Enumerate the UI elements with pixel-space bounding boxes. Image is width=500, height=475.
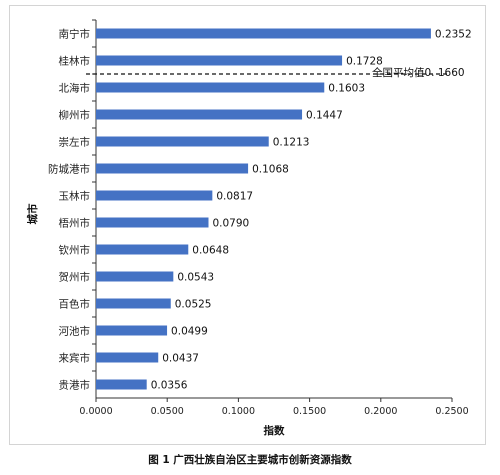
- category-label: 南宁市: [59, 28, 91, 41]
- value-label: 0.1603: [328, 83, 365, 95]
- value-label: 0.1447: [306, 110, 343, 122]
- category-label: 桂林市: [59, 55, 91, 68]
- category-label: 北海市: [59, 82, 91, 95]
- category-label: 百色市: [59, 298, 91, 311]
- x-tick-label: 0.0500: [151, 406, 184, 417]
- category-label: 来宾市: [59, 352, 91, 365]
- value-label: 0.0790: [212, 218, 249, 230]
- bar-3: [96, 82, 325, 93]
- category-label: 贺州市: [59, 271, 91, 284]
- category-labels: 南宁市桂林市北海市柳州市崇左市防城港市玉林市梧州市钦州市贺州市百色市河池市来宾市…: [48, 19, 96, 392]
- x-tick-label: 0.0000: [79, 406, 112, 417]
- category-label: 崇左市: [59, 136, 91, 149]
- value-label: 0.0648: [192, 245, 229, 257]
- category-label: 河池市: [59, 325, 91, 338]
- bar-13: [96, 352, 159, 363]
- x-tick-label: 0.2500: [435, 406, 468, 417]
- bar-chart: 南宁市桂林市北海市柳州市崇左市防城港市玉林市梧州市钦州市贺州市百色市河池市来宾市…: [26, 19, 472, 437]
- value-labels: 0.2352 0.1728 0.1603 0.1447 0.1213 0.1068 0.08…: [151, 29, 472, 392]
- value-label: 0.0817: [216, 191, 253, 203]
- bar-8: [96, 217, 209, 228]
- bar-12: [96, 325, 168, 336]
- x-tick-label: 0.2000: [364, 406, 397, 417]
- value-label: 0.0437: [162, 353, 199, 365]
- bar-1: [96, 28, 431, 39]
- bar-9: [96, 244, 189, 255]
- bar-11: [96, 298, 171, 309]
- value-label: 0.1213: [273, 137, 310, 149]
- bar-4: [96, 109, 303, 120]
- value-label: 0.0525: [175, 299, 212, 311]
- value-label: 0.0543: [177, 272, 214, 284]
- bar-6: [96, 163, 249, 174]
- category-label: 贵港市: [59, 379, 91, 392]
- bar-5: [96, 136, 269, 147]
- bar-2: [96, 55, 343, 66]
- value-label: 0.0356: [151, 380, 188, 392]
- figure-caption: 图 1 广西壮族自治区主要城市创新资源指数: [148, 454, 352, 466]
- category-label: 防城港市: [48, 163, 90, 176]
- chart-frame: [9, 5, 486, 445]
- x-ticks: 0.0000 0.0500 0.1000 0.1500 0.2000 0.2500: [79, 398, 469, 417]
- y-axis-title: 城市: [26, 203, 39, 224]
- category-label: 玉林市: [59, 190, 91, 203]
- category-label: 柳州市: [59, 109, 91, 122]
- category-label: 梧州市: [59, 217, 91, 230]
- value-label: 0.0499: [171, 326, 208, 338]
- bar-7: [96, 190, 213, 201]
- bar-10: [96, 271, 174, 282]
- value-label: 0.1068: [252, 164, 289, 176]
- bars-group: [96, 28, 431, 390]
- value-label: 0.2352: [435, 29, 472, 41]
- x-axis-title: 指数: [264, 424, 285, 437]
- x-tick-label: 0.1000: [222, 406, 255, 417]
- value-label: 0.1728: [346, 56, 383, 68]
- bar-14: [96, 379, 147, 390]
- category-label: 钦州市: [59, 244, 91, 257]
- x-tick-label: 0.1500: [293, 406, 326, 417]
- reference-line-label: 全国平均值0. 1660: [372, 66, 465, 79]
